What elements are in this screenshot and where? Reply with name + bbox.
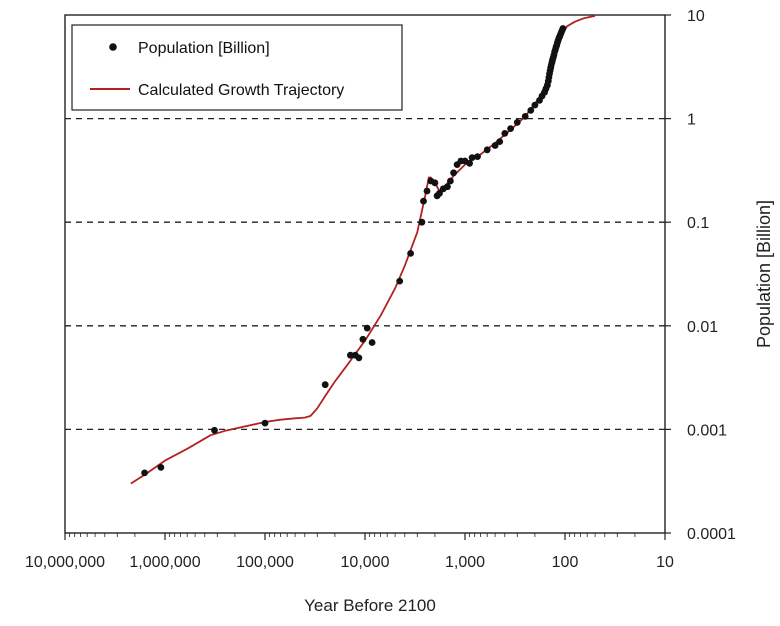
population-point: [368, 339, 376, 346]
population-point: [491, 142, 499, 149]
population-point: [521, 113, 529, 120]
population-point: [447, 177, 454, 185]
population-point: [396, 277, 404, 285]
population-point: [531, 101, 539, 109]
population-point: [157, 464, 165, 471]
population-point: [363, 324, 371, 332]
population-point: [211, 426, 218, 434]
legend-label-trajectory: Calculated Growth Trajectory: [138, 82, 344, 99]
legend-label-population: Population [Billion]: [138, 40, 270, 57]
population-point: [436, 189, 443, 197]
population-point: [527, 107, 535, 114]
legend-marker-population: [109, 43, 117, 51]
x-axis-ticks: 10,000,000 1,000,000 100,000 10,000 1,000 100…: [25, 533, 674, 571]
legend: Population [Billion] Calculated Growth T…: [71, 24, 403, 111]
population-point: [420, 197, 427, 205]
population-point: [261, 419, 269, 427]
population-point: [507, 125, 514, 132]
population-point: [141, 469, 149, 477]
x-tick-label: 1,000: [445, 554, 485, 571]
x-tick-label: 100,000: [236, 554, 294, 571]
population-point: [496, 138, 504, 146]
population-point: [513, 119, 521, 126]
y-tick-label: 10: [687, 8, 705, 25]
y-tick-label: 0.001: [687, 422, 727, 439]
legend-box: [71, 24, 403, 111]
population-point: [321, 381, 329, 389]
population-point: [431, 179, 439, 187]
population-point: [355, 354, 363, 362]
population-point: [483, 146, 491, 154]
population-point: [407, 250, 414, 257]
x-tick-label: 100: [552, 554, 579, 571]
population-point: [423, 187, 431, 195]
population-point: [359, 335, 367, 343]
x-tick-label: 10: [656, 554, 674, 571]
y-tick-label: 0.01: [687, 319, 718, 336]
population-point: [468, 154, 476, 162]
population-point: [347, 351, 354, 359]
population-point: [501, 130, 509, 137]
population-point: [418, 218, 426, 226]
y-tick-label: 0.0001: [687, 526, 736, 543]
y-axis-ticks: 10 1 0.1 0.01 0.001 0.0001: [665, 8, 736, 543]
y-axis-title: Population [Billion]: [754, 200, 774, 348]
population-point: [474, 153, 481, 161]
y-tick-label: 1: [687, 112, 696, 129]
population-point: [559, 25, 567, 32]
data-point-layer: [141, 25, 567, 477]
x-tick-label: 1,000,000: [129, 554, 200, 571]
x-axis-title: Year Before 2100: [304, 596, 436, 615]
population-point: [444, 183, 451, 191]
population-point: [466, 159, 473, 167]
population-point: [450, 169, 457, 177]
x-tick-label: 10,000: [341, 554, 390, 571]
x-tick-label: 10,000,000: [25, 554, 105, 571]
y-tick-label: 0.1: [687, 215, 709, 232]
